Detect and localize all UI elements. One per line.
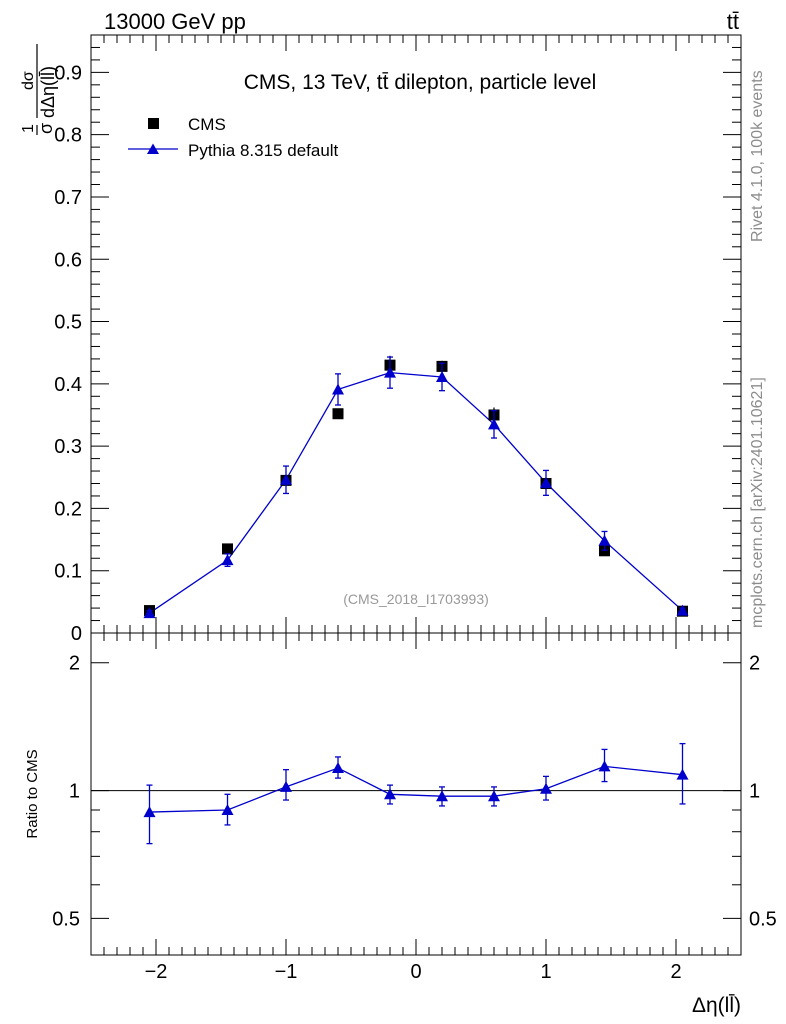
legend: CMS Pythia 8.315 default [128,115,339,160]
cms-point [332,408,344,420]
pythia-point [488,418,500,430]
header-left: 13000 GeV pp [104,9,246,34]
x-axis-label: Δη(ll̄) [692,993,741,1017]
pythia-point [280,473,292,485]
y-tick-label: 0.2 [54,498,82,520]
pythia-point [598,534,611,546]
y-label-dsigma: dσ [20,71,37,90]
ratio-y-tick-label-right: 0.5 [749,908,777,930]
pythia-point [332,383,344,395]
ratio-panel: 0.5 0.5 1 1 2 2 Ratio to CMS [24,632,777,956]
mcplots-label: mcplots.cern.ch [arXiv:2401.10621] [749,377,766,628]
ratio-y-tick-label-right: 1 [749,781,760,803]
y-tick-label: 0 [71,623,82,645]
ratio-point [221,804,234,816]
y-label-deta: dΔη(ll̄) [38,66,58,118]
x-tick-label: 1 [540,961,551,983]
y-tick-label: 0.1 [54,561,82,583]
header-right: tt̄ [727,9,739,34]
pythia-line [149,371,683,614]
main-y-label: 1 σ dσ dΔη(ll̄) [20,44,58,135]
x-tick-label: 2 [670,961,681,983]
ratio-point [676,768,689,780]
analysis-watermark: (CMS_2018_I1703993) [343,591,489,607]
y-tick-label: 0.8 [54,125,82,147]
ratio-point [332,762,344,774]
ratio-y-tick-label-left: 0.5 [52,908,80,930]
y-tick-label: 0.3 [54,436,82,458]
pythia-point [384,366,396,378]
cms-point [222,543,233,555]
y-tick-label: 0.5 [54,312,82,334]
ratio-series-layer [143,742,689,845]
x-tick-label: −2 [145,961,168,983]
legend-pythia-label: Pythia 8.315 default [188,141,339,160]
main-axis-ticks [90,35,742,634]
main-series-layer [143,355,689,619]
pythia-point [540,476,552,488]
main-y-tick-labels: 0 0.1 0.2 0.3 0.4 0.5 0.6 0.7 0.8 0.9 [54,62,82,645]
y-label-sigma: σ [36,123,56,134]
ratio-y-label: Ratio to CMS [24,749,41,838]
ratio-point [598,760,611,772]
legend-cms-label: CMS [188,115,226,134]
pythia-point [221,554,234,566]
rivet-label: Rivet 4.1.0, 100k events [749,70,766,242]
ratio-point [488,790,500,802]
pythia-point [436,370,448,382]
ratio-point [540,782,552,794]
y-label-one: 1 [20,124,37,133]
ratio-point [436,790,448,802]
y-tick-label: 0.4 [54,374,82,396]
legend-pythia-marker [147,143,159,154]
main-panel: 0 0.1 0.2 0.3 0.4 0.5 0.6 0.7 0.8 0.9 CMS, 13 TeV… [20,34,742,645]
ratio-y-tick-label-right: 2 [749,653,760,675]
pythia-point [143,607,156,619]
x-tick-labels: −2 −1 0 1 2 [145,961,682,983]
ratio-line [149,765,683,813]
ratio-point [280,780,292,792]
ratio-axis-ticks [90,633,742,955]
ratio-point [143,806,156,818]
y-tick-label: 0.9 [54,62,82,84]
ratio-y-tick-label-left: 1 [69,781,80,803]
ratio-frame [90,632,742,956]
ratio-y-tick-labels: 0.5 0.5 1 1 2 2 [52,653,777,931]
chart-title: CMS, 13 TeV, tt̄ dilepton, particle leve… [244,71,597,94]
x-tick-label: 0 [410,961,421,983]
legend-cms-marker [148,118,159,129]
x-tick-label: −1 [275,961,298,983]
y-tick-label: 0.7 [54,187,82,209]
y-tick-label: 0.6 [54,249,82,271]
ratio-y-tick-label-left: 2 [69,653,80,675]
pythia-point [676,604,689,616]
ratio-point [384,788,396,800]
